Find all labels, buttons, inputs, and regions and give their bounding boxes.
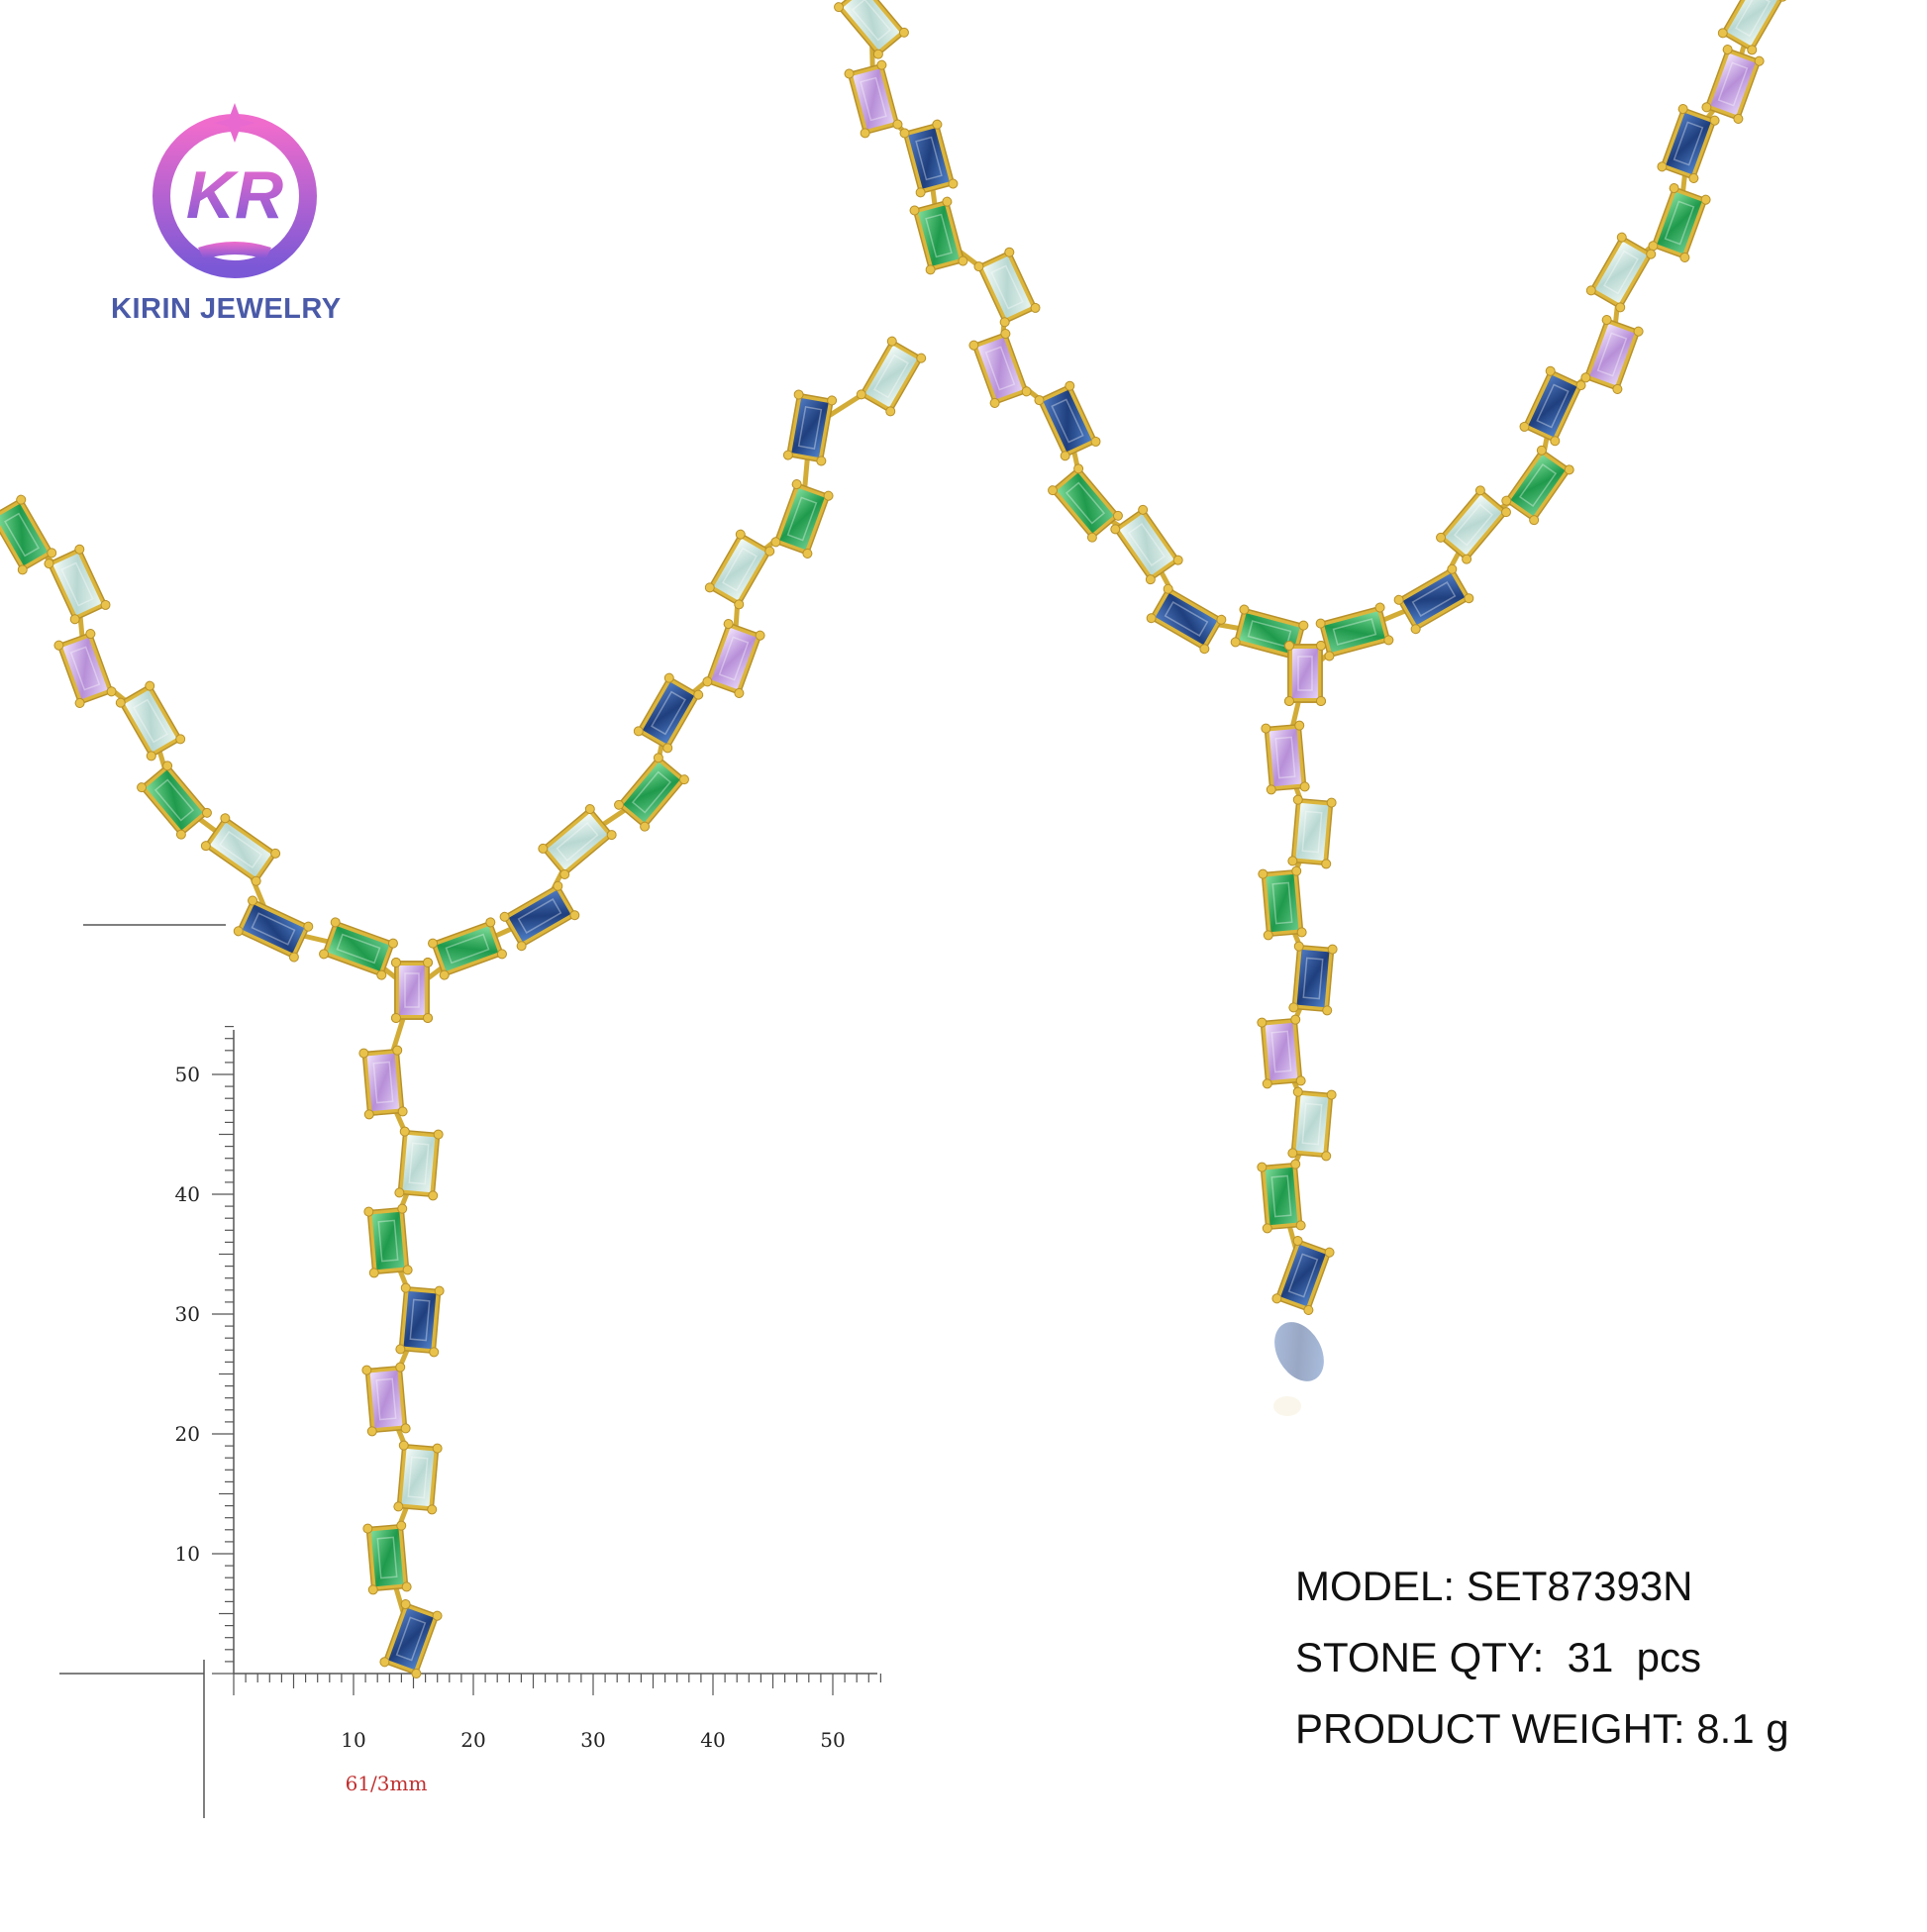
aqua-stone [856, 336, 927, 417]
ruler-label: 40 [175, 1182, 200, 1206]
aqua-stone [834, 0, 909, 59]
sapphire-stone [633, 672, 704, 754]
necklace-right [834, 0, 1788, 1416]
lavender-stone [361, 1362, 411, 1437]
brand-name: KIRIN JEWELRY [111, 293, 342, 325]
emerald-stone [770, 479, 834, 559]
sapphire-stone [395, 1282, 445, 1358]
lavender-stone [1257, 1014, 1306, 1089]
aqua-stone [973, 247, 1041, 328]
sapphire-stone [233, 895, 314, 963]
emerald-stone [363, 1203, 413, 1278]
lavender-stone [702, 619, 765, 698]
ruler-label: 50 [820, 1728, 845, 1752]
aqua-stone [1717, 0, 1788, 55]
lavender-stone [844, 59, 903, 139]
lavender-stone [1284, 641, 1326, 706]
sapphire-stone [782, 389, 838, 466]
kirin-logo-icon: KR [152, 103, 317, 278]
aqua-stone [115, 680, 186, 762]
aqua-stone [1287, 794, 1337, 869]
sapphire-stone [1034, 380, 1101, 461]
ruler-label: 50 [175, 1063, 200, 1086]
ruler-label: 20 [175, 1422, 200, 1446]
aqua-stone [538, 804, 617, 879]
sapphire-stone [1519, 365, 1586, 447]
sapphire-stone [1271, 1236, 1335, 1315]
ruler-label: 30 [175, 1302, 200, 1326]
lavender-stone [358, 1045, 408, 1120]
sapphire-stone [379, 1599, 443, 1678]
aqua-stone [44, 544, 111, 625]
product-weight-label: PRODUCT WEIGHT: 8.1 g [1295, 1705, 1789, 1752]
measurement-ruler: 50 40 30 20 10 10 20 30 40 50 61/3mm [59, 924, 882, 1818]
aqua-stone [394, 1126, 444, 1201]
ruler-label: 40 [700, 1728, 725, 1752]
emerald-stone [1648, 183, 1711, 262]
ruler-label: 30 [580, 1728, 605, 1752]
logo-monogram: KR [186, 157, 283, 233]
sapphire-stone [1393, 563, 1474, 635]
emerald-stone [614, 753, 689, 832]
aqua-stone [393, 1440, 443, 1515]
emerald-stone [428, 917, 507, 980]
lavender-stone [1261, 720, 1310, 795]
ruler-label: 10 [175, 1542, 200, 1566]
emerald-stone [1315, 602, 1394, 661]
ruler-label: 20 [460, 1728, 485, 1752]
emerald-stone [1048, 463, 1123, 543]
model-label: MODEL: SET87393N [1295, 1563, 1693, 1609]
emerald-stone [1257, 1159, 1306, 1234]
aqua-stone [1110, 504, 1183, 585]
aqua-stone [1436, 485, 1511, 564]
lavender-stone [1701, 45, 1765, 124]
aqua-stone [200, 813, 281, 886]
lavender-stone [391, 958, 433, 1023]
dimension-label: 61/3mm [346, 1772, 428, 1795]
lavender-stone [968, 329, 1032, 408]
sapphire-stone [499, 880, 580, 952]
emerald-stone [319, 917, 398, 980]
emerald-stone [0, 494, 57, 575]
emerald-stone [137, 761, 212, 840]
emerald-stone [1501, 445, 1574, 526]
stone-reflection [1273, 1322, 1324, 1416]
aqua-stone [704, 529, 775, 610]
sapphire-stone [1657, 104, 1720, 183]
ruler-label: 10 [341, 1728, 365, 1752]
emerald-stone [362, 1520, 412, 1595]
emerald-stone [909, 196, 968, 275]
sapphire-stone [899, 119, 959, 198]
sapphire-stone [1288, 941, 1338, 1016]
aqua-stone [1585, 232, 1657, 313]
lavender-stone [1580, 315, 1644, 394]
emerald-stone [1258, 865, 1307, 941]
aqua-stone [1287, 1086, 1337, 1162]
lavender-stone [53, 629, 117, 708]
sapphire-stone [1146, 583, 1227, 655]
stone-qty-label: STONE QTY: 31 pcs [1295, 1634, 1702, 1680]
necklace-left [0, 336, 927, 1678]
